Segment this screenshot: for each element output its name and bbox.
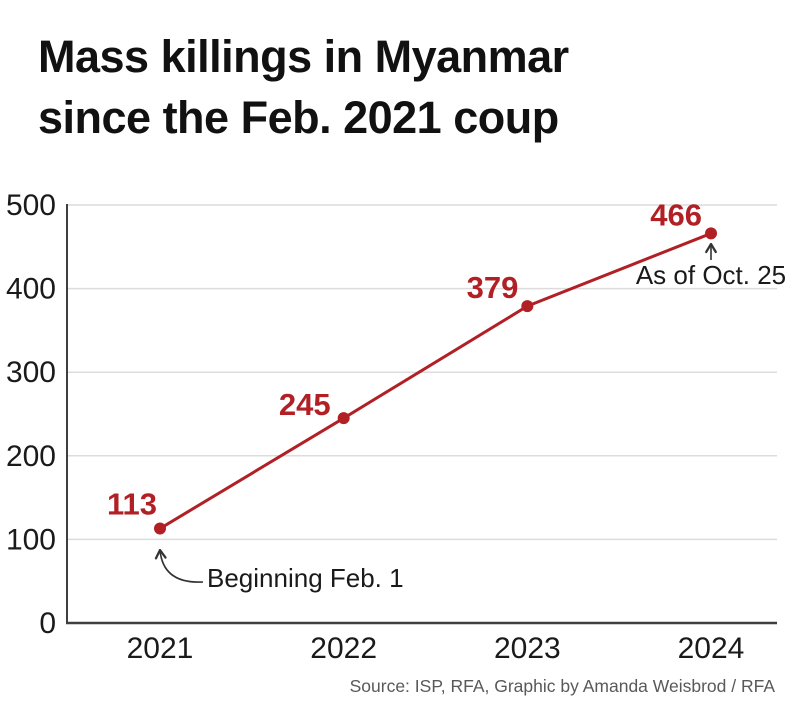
data-line [159, 232, 712, 530]
annotation-text: As of Oct. 25 [636, 260, 786, 290]
y-tick-label: 300 [6, 356, 56, 389]
value-label: 245 [279, 387, 331, 422]
value-label: 113 [107, 487, 157, 522]
y-tick-label: 400 [6, 273, 56, 306]
y-tick-label: 500 [6, 189, 56, 222]
y-tick-label: 0 [39, 607, 56, 640]
x-tick-label: 2022 [310, 632, 377, 665]
annotation-text: Beginning Feb. 1 [207, 563, 404, 593]
data-point [521, 300, 534, 313]
source-credit: Source: ISP, RFA, Graphic by Amanda Weis… [349, 676, 775, 696]
chart-title: Mass killings in Myanmar since the Feb. … [38, 26, 569, 148]
chart-title-line-2: since the Feb. 2021 coup [38, 92, 559, 143]
annotation-arrow [154, 548, 204, 583]
y-tick-label: 100 [6, 523, 56, 556]
x-tick-label: 2021 [127, 632, 194, 665]
chart-title-line-1: Mass killings in Myanmar [38, 31, 569, 82]
data-point [337, 412, 350, 425]
x-tick-label: 2023 [494, 632, 561, 665]
value-label: 379 [467, 270, 519, 305]
y-tick-label: 200 [6, 440, 56, 473]
x-tick-label: 2024 [678, 632, 745, 665]
data-point [154, 522, 166, 535]
value-label: 466 [650, 197, 702, 232]
data-point [705, 227, 718, 240]
